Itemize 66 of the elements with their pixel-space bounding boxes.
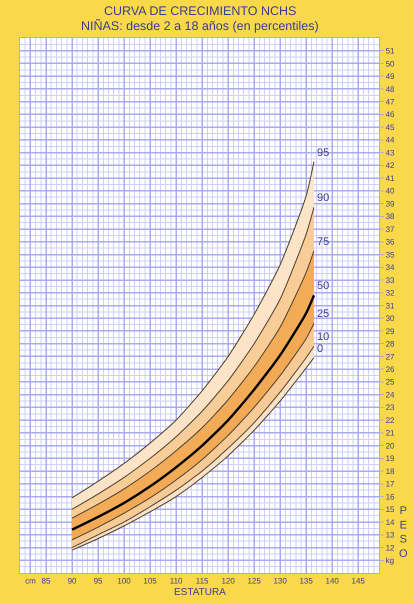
y-tick-label: 31 [386, 301, 396, 310]
series-label: 10 [317, 331, 330, 343]
x-tick-label: 90 [68, 576, 78, 586]
y-tick-label: 26 [386, 364, 396, 374]
y-tick-label: 29 [386, 326, 396, 336]
y-tick-label: 49 [386, 72, 396, 82]
y-tick-label: 47 [386, 97, 396, 106]
x-tick-label: 105 [143, 576, 158, 586]
y-tick-label: 12 [386, 543, 396, 552]
x-axis-title: ESTATURA [174, 587, 226, 598]
series-label: 95 [317, 147, 330, 159]
y-tick-label: 45 [386, 122, 396, 132]
y-tick-label: 34 [386, 263, 396, 272]
x-tick-label: 130 [273, 576, 288, 586]
y-tick-label: 17 [386, 480, 396, 489]
x-tick-label: 140 [325, 576, 340, 586]
y-tick-label: 22 [386, 416, 396, 425]
series-label: 50 [317, 280, 330, 292]
x-tick-label: 100 [117, 576, 132, 586]
y-tick-label: 25 [386, 378, 396, 387]
series-label: 90 [317, 192, 330, 204]
y-tick-label: 30 [386, 314, 396, 324]
x-tick-label: 145 [352, 576, 366, 586]
y-tick-label: 27 [386, 352, 396, 362]
y-tick-label: 48 [386, 84, 396, 94]
y-tick-label: 44 [386, 136, 396, 145]
y-tick-label: 13 [386, 530, 396, 540]
series-label: 75 [317, 236, 330, 248]
y-tick-label: 18 [386, 466, 396, 476]
x-tick-label: 135 [299, 576, 314, 586]
y-tick-label: 46 [386, 110, 396, 120]
y-tick-label: 33 [386, 276, 396, 285]
x-tick-label: 115 [196, 576, 210, 586]
y-tick-label: 20 [386, 441, 396, 450]
series-label: 0 [317, 343, 324, 355]
y-tick-label: 36 [386, 238, 396, 247]
x-tick-label: 125 [247, 576, 262, 586]
y-tick-label: 32 [386, 288, 396, 298]
y-tick-label: 19 [386, 454, 396, 464]
chart-title: CURVA DE CRECIMIENTO NCHS [104, 4, 296, 18]
y-tick-label: 16 [386, 492, 396, 502]
y-tick-label: 28 [386, 340, 396, 349]
y-tick-label: kg [386, 556, 394, 566]
y-tick-label: 21 [386, 428, 396, 438]
y-tick-label: 37 [386, 224, 396, 234]
x-tick-label: cm [25, 576, 36, 586]
x-tick-label: 120 [221, 576, 236, 586]
y-tick-label: 50 [386, 59, 396, 68]
x-tick-label: 85 [42, 576, 52, 586]
y-axis-title: PESO [399, 505, 408, 560]
y-tick-label: 51 [386, 46, 396, 56]
y-tick-label: 38 [386, 212, 396, 222]
y-tick-label: 15 [386, 505, 396, 514]
y-tick-label: 39 [386, 199, 396, 208]
y-tick-label: 24 [386, 390, 396, 400]
series-label: 25 [317, 308, 330, 320]
y-tick-label: 42 [386, 161, 396, 170]
x-tick-label: 110 [170, 576, 184, 586]
y-tick-label: 14 [386, 518, 396, 527]
y-tick-label: 23 [386, 403, 396, 412]
chart-subtitle: NIÑAS: desde 2 a 18 años (en percentiles) [81, 19, 319, 33]
y-tick-label: 43 [386, 148, 396, 158]
y-tick-label: 41 [386, 174, 396, 183]
x-tick-label: 95 [94, 576, 104, 586]
y-tick-label: 40 [386, 186, 396, 196]
y-tick-label: 35 [386, 250, 396, 260]
